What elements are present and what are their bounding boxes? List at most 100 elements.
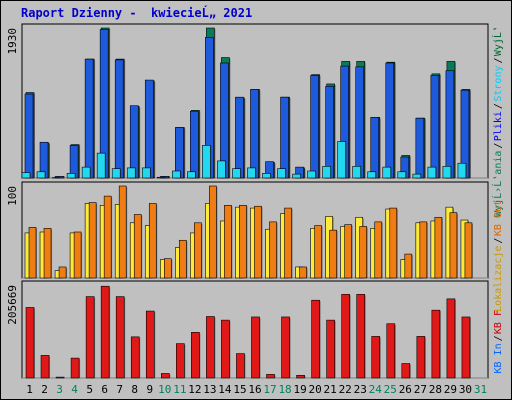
right-label-bottom-1: KB In bbox=[493, 343, 504, 373]
top-bar-pliki-23 bbox=[355, 66, 365, 179]
bot-bar-kbf-23 bbox=[356, 294, 366, 379]
top-bar-strony-21 bbox=[322, 166, 331, 179]
bot-bar-kbf-13 bbox=[206, 316, 215, 379]
top-bar-strony-29 bbox=[442, 166, 452, 179]
day-label-31: 31 bbox=[474, 383, 487, 396]
day-label-10: 10 bbox=[158, 383, 171, 396]
day-label-19: 19 bbox=[293, 383, 306, 396]
bot-bar-kbf-14 bbox=[221, 319, 230, 379]
top-bar-pliki-24 bbox=[370, 117, 380, 179]
day-label-24: 24 bbox=[369, 383, 383, 396]
bot-bar-kbf-27 bbox=[416, 336, 426, 379]
top-bar-strony-27 bbox=[412, 173, 422, 179]
bot-bar-kbf-21 bbox=[326, 319, 335, 379]
day-label-2: 2 bbox=[41, 383, 48, 396]
day-label-12: 12 bbox=[188, 383, 201, 396]
mid-bar-kbout-27 bbox=[419, 221, 428, 279]
top-bar-pliki-12 bbox=[190, 110, 199, 179]
day-label-4: 4 bbox=[71, 383, 78, 396]
top-bar-strony-25 bbox=[382, 166, 392, 179]
right-label-sep-top-0: / bbox=[493, 58, 504, 64]
top-bar-pliki-1 bbox=[24, 93, 34, 179]
bot-bar-kbf-24 bbox=[371, 336, 381, 379]
day-label-25: 25 bbox=[384, 383, 397, 396]
bot-bar-kbf-1 bbox=[25, 307, 35, 379]
mid-bar-kbout-30 bbox=[464, 222, 473, 279]
day-label-14: 14 bbox=[218, 383, 232, 396]
mid-bar-kbout-17 bbox=[269, 221, 277, 279]
y-max-label-middle: 100 bbox=[6, 186, 19, 206]
day-label-5: 5 bbox=[86, 383, 93, 396]
top-bar-pliki-5 bbox=[84, 58, 94, 179]
top-bar-strony-13 bbox=[202, 145, 211, 179]
top-bar-strony-5 bbox=[81, 166, 91, 179]
bot-bar-kbf-19 bbox=[296, 374, 305, 379]
top-bar-strony-11 bbox=[172, 170, 181, 179]
top-bar-strony-20 bbox=[307, 170, 316, 179]
top-bar-pliki-25 bbox=[385, 62, 395, 179]
top-bar-strony-8 bbox=[126, 167, 136, 179]
right-label-middle-1: Lokalizacje bbox=[493, 246, 504, 312]
mid-bar-kbout-12 bbox=[194, 222, 202, 279]
bot-bar-kbf-28 bbox=[431, 309, 441, 379]
bot-bar-kbf-3 bbox=[55, 376, 65, 379]
right-label-sep-top-1: / bbox=[493, 103, 504, 109]
right-label-sep-bottom-0: / bbox=[493, 335, 504, 341]
day-label-27: 27 bbox=[414, 383, 427, 396]
mid-bar-kbout-22 bbox=[344, 224, 352, 279]
bot-bar-kbf-6 bbox=[100, 285, 110, 379]
day-label-18: 18 bbox=[278, 383, 291, 396]
bot-bar-kbf-16 bbox=[251, 316, 260, 379]
top-bar-strony-12 bbox=[187, 171, 196, 179]
day-label-1: 1 bbox=[26, 383, 33, 396]
top-bar-strony-2 bbox=[36, 171, 46, 179]
mid-bar-kbout-26 bbox=[404, 253, 413, 279]
mid-bar-kbout-21 bbox=[329, 229, 337, 279]
top-bar-strony-16 bbox=[247, 167, 256, 179]
bot-bar-kbf-2 bbox=[40, 355, 50, 379]
top-bar-pliki-7 bbox=[114, 59, 124, 179]
mid-bar-kbout-5 bbox=[88, 202, 97, 279]
top-bar-pliki-8 bbox=[129, 105, 139, 179]
day-label-26: 26 bbox=[399, 383, 412, 396]
bot-bar-kbf-22 bbox=[341, 294, 350, 379]
mid-bar-kbout-10 bbox=[163, 258, 172, 279]
top-bar-strony-1 bbox=[21, 172, 31, 179]
right-label-sep-middle-0: / bbox=[493, 238, 504, 244]
mid-bar-kbout-23 bbox=[359, 226, 368, 279]
right-label-middle-0: KB Out bbox=[493, 200, 504, 236]
top-bar-strony-18 bbox=[277, 168, 286, 179]
top-bar-pliki-28 bbox=[430, 75, 440, 179]
top-bar-strony-30 bbox=[457, 162, 467, 179]
bot-bar-kbf-18 bbox=[281, 316, 290, 379]
day-label-15: 15 bbox=[233, 383, 246, 396]
mid-bar-kbout-18 bbox=[284, 207, 292, 279]
day-label-8: 8 bbox=[131, 383, 138, 396]
top-bar-strony-23 bbox=[352, 166, 362, 179]
top-bar-pliki-9 bbox=[144, 79, 154, 179]
day-label-11: 11 bbox=[173, 383, 186, 396]
right-label-top-2: Pliki bbox=[493, 111, 504, 141]
bot-bar-kbf-30 bbox=[461, 316, 471, 379]
mid-bar-kbout-25 bbox=[389, 207, 398, 279]
day-label-7: 7 bbox=[116, 383, 123, 396]
mid-bar-kbout-9 bbox=[148, 203, 157, 279]
bot-bar-kbf-4 bbox=[70, 357, 80, 379]
mid-bar-kbout-8 bbox=[133, 214, 142, 279]
top-bar-strony-22 bbox=[337, 141, 346, 179]
right-label-top-3: WyjĹ›Ĺ‛ania bbox=[491, 151, 504, 217]
right-label-sep-top-2: / bbox=[493, 143, 504, 149]
day-label-23: 23 bbox=[354, 383, 367, 396]
top-bar-pliki-18 bbox=[280, 96, 289, 179]
mid-bar-kbout-1 bbox=[28, 227, 37, 279]
right-label-top-0: WyjĹ‛ bbox=[491, 26, 504, 56]
mid-bar-kbout-19 bbox=[299, 266, 307, 279]
top-bar-strony-15 bbox=[232, 168, 241, 179]
top-bar-strony-26 bbox=[397, 171, 407, 179]
day-label-9: 9 bbox=[146, 383, 153, 396]
mid-bar-kbout-2 bbox=[43, 228, 52, 279]
mid-bar-kbout-6 bbox=[103, 195, 112, 279]
mid-bar-kbout-24 bbox=[374, 221, 383, 279]
day-label-13: 13 bbox=[203, 383, 216, 396]
